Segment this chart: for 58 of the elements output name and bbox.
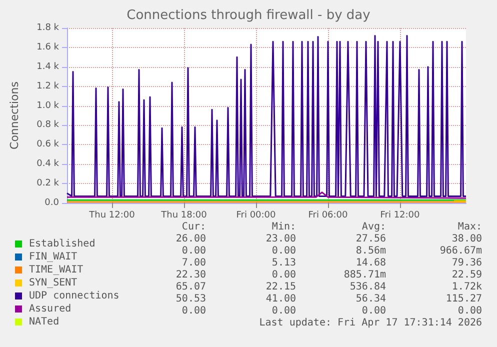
x-tick-label: Thu 12:00 <box>88 210 136 220</box>
y-tick-label: 1.2 k <box>36 81 60 92</box>
legend-label: Established <box>29 238 96 250</box>
y-tick-label: 0.8 k <box>36 120 60 130</box>
text: 0.00 <box>182 246 206 256</box>
text: 0.00 <box>458 306 482 316</box>
text: 22.59 <box>452 270 482 280</box>
x-tick-label: Fri 12:00 <box>380 210 420 220</box>
text: 7.00 <box>182 258 206 268</box>
text: 65.07 <box>176 282 206 292</box>
legend-label: TIME_WAIT <box>29 264 84 276</box>
legend-label: NATed <box>29 316 60 328</box>
x-tick-label: Fri 06:00 <box>308 210 348 220</box>
legend-label: FIN_WAIT <box>29 252 78 262</box>
y-tick-label: 0.4 k <box>36 159 60 170</box>
text: 79.36 <box>452 258 482 268</box>
y-axis-title: Connections <box>8 81 21 150</box>
text: Max: <box>458 222 482 232</box>
text: 0.00 <box>272 270 296 280</box>
text: 0.00 <box>272 246 296 256</box>
text: 5.13 <box>272 258 296 268</box>
text: 23.00 <box>266 234 296 244</box>
y-tick-label: 0.2 k <box>36 178 60 189</box>
text: Cur: <box>182 222 206 232</box>
text: 38.00 <box>452 234 482 244</box>
text: Avg: <box>362 222 386 232</box>
y-tick-label: 1.8 k <box>36 23 60 33</box>
y-tick-label: 0.6 k <box>36 140 60 150</box>
text: 115.27 <box>446 294 482 304</box>
x-tick-label: Fri 00:00 <box>236 210 276 220</box>
text: 22.30 <box>176 270 206 280</box>
text: 885.71m <box>344 270 386 280</box>
x-tick-label: Thu 18:00 <box>160 210 208 220</box>
chart-title: Connections through firewall - by day <box>126 8 371 23</box>
text: 1.72k <box>452 282 482 292</box>
y-tick-label: 1.6 k <box>36 42 60 52</box>
text: 0.00 <box>362 306 386 316</box>
text: 27.56 <box>356 234 386 244</box>
line-series <box>66 35 467 197</box>
text: 26.00 <box>176 234 206 244</box>
text: Last update: Fri Apr 17 17:31:14 2026 <box>259 318 482 328</box>
text: 0.00 <box>272 306 296 316</box>
text: Min: <box>272 222 296 232</box>
text: 966.67m <box>440 246 482 256</box>
text: 14.68 <box>356 258 386 268</box>
text: 0.00 <box>182 306 206 316</box>
legend-label: Assured <box>29 304 72 314</box>
text: 536.84 <box>350 282 386 292</box>
text: 50.53 <box>176 294 206 304</box>
legend-label: UDP connections <box>29 290 120 302</box>
text: 56.34 <box>356 294 386 304</box>
text: 8.56m <box>356 246 386 256</box>
text: 41.00 <box>266 294 296 304</box>
text: 22.15 <box>266 282 296 292</box>
y-tick-label: 1.4 k <box>36 62 60 72</box>
y-tick-label: 0.0 <box>44 198 60 208</box>
y-tick-label: 1.0 k <box>36 100 60 111</box>
legend-label: SYN_SENT <box>29 278 78 288</box>
